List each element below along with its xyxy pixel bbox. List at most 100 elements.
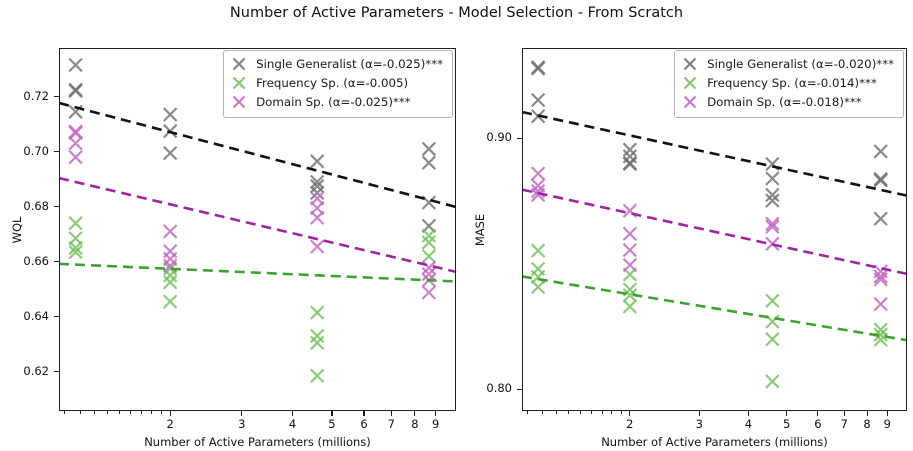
x-marker [163,107,178,122]
x-marker [530,243,546,258]
x-tick-mark [390,411,392,416]
x-minor-tick-mark [160,411,162,414]
y-tick-label: 0.66 [23,253,49,268]
left-plot-canvas [58,57,457,383]
x-marker [68,150,83,165]
x-minor-tick-mark [527,411,529,414]
y-tick-mark [54,206,59,208]
x-minor-tick-mark [93,411,95,414]
x-marker [622,288,638,303]
x-marker [310,154,325,169]
x-marker [765,293,780,308]
x-marker [421,235,437,250]
wql-plot: 0.62 0.64 0.66 0.68 0.70 0.72 2 3 4 5 6 7 8 9 Number o… [10,48,457,449]
trend-line [58,101,457,209]
x-marker [873,327,888,342]
x-marker [530,279,546,295]
x-tick-label: 9 [883,417,891,431]
legend-label: Domain Sp. (α=-0.018)*** [707,95,862,110]
x-marker [68,244,83,260]
y-tick-mark [54,96,59,98]
x-marker [530,187,546,203]
x-tick-label: 3 [238,417,246,431]
x-marker [622,156,638,172]
x-tick-label: 5 [328,417,336,431]
x-marker [68,125,83,141]
x-minor-tick-mark [130,411,132,414]
x-minor-tick-mark [555,411,557,414]
trend-line [521,275,908,342]
y-tick-mark [517,388,522,391]
trend-line [521,188,908,276]
x-tick-mark [414,411,416,416]
x-tick-label: 8 [411,417,419,431]
x-marker [310,185,325,201]
x-marker [765,171,780,186]
figure-title: Number of Active Parameters - Model Sele… [229,5,684,21]
x-marker [163,145,178,161]
y-tick-label: 0.72 [23,88,49,103]
x-marker [622,142,638,157]
x-marker [163,251,178,267]
x-marker [68,216,83,231]
x-marker [310,174,325,190]
x-tick-label: 4 [744,417,753,431]
x-marker [163,224,178,239]
x-minor-tick-mark [541,411,543,414]
x-tick-label: 3 [695,417,703,431]
x-minor-tick-mark [106,411,108,414]
legend-x-marker-icon [232,57,246,71]
x-tick-mark [169,411,171,416]
x-marker [421,228,437,243]
x-minor-tick-mark [591,411,593,414]
x-tick-label: 8 [863,417,871,431]
x-tick-mark [698,411,700,416]
x-marker [421,285,437,300]
legend-item: Single Generalist (α=-0.020)*** [682,57,894,72]
x-marker [310,368,325,383]
legend-item: Domain Sp. (α=-0.018)*** [682,95,894,110]
x-tick-mark [866,411,868,416]
x-minor-tick-mark [568,411,570,414]
x-marker [163,294,178,309]
trend-line [58,176,457,274]
x-marker [765,219,780,234]
x-tick-mark [435,411,437,416]
legend-label: Frequency Sp. (α=-0.014)*** [707,76,877,91]
legend-item: Domain Sp. (α=-0.025)*** [231,95,443,110]
legend-label: Single Generalist (α=-0.020)*** [707,57,894,72]
y-tick-mark [54,371,59,373]
y-tick-mark [54,261,59,263]
x-marker [622,242,638,258]
left-axes-frame [59,48,456,411]
x-minor-tick-mark [79,411,81,414]
legend-x-marker-icon [232,95,246,109]
x-marker [421,155,437,170]
x-marker [765,332,780,347]
x-marker [622,226,638,241]
x-marker [765,193,780,208]
x-marker [530,61,546,76]
x-tick-mark [817,411,819,416]
x-tick-mark [291,411,294,416]
mase-plot: 0.80 0.90 2 3 4 5 6 7 8 9 Number of Active Paramet… [473,48,908,449]
legend-label: Single Generalist (α=-0.025)*** [256,57,443,72]
x-marker [68,83,83,99]
x-marker [310,178,325,194]
x-marker [421,249,437,264]
x-minor-tick-mark [64,411,66,414]
x-marker [765,216,780,231]
legend-item: Frequency Sp. (α=-0.014)*** [682,76,894,91]
x-tick-label: 5 [782,417,791,431]
trend-line [58,262,457,283]
x-marker [873,269,888,284]
y-tick-label: 0.80 [486,381,512,396]
right-legend: Single Generalist (α=-0.020)*** Frequency… [674,50,904,118]
x-marker [310,305,325,320]
legend-label: Frequency Sp. (α=-0.005) [256,76,409,91]
legend-x-marker-icon [683,57,697,71]
y-tick-mark [517,137,522,140]
x-marker [68,240,83,256]
x-minor-tick-mark [580,411,582,414]
legend-item: Frequency Sp. (α=-0.005) [231,76,443,91]
